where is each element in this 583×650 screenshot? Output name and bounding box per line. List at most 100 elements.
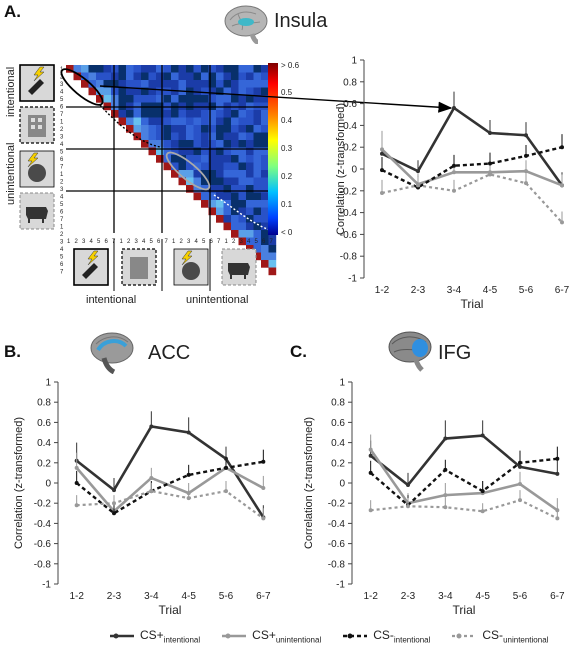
matrix-cell [253,140,262,148]
matrix-cell [186,132,194,141]
matrix-cell [178,125,187,133]
y-tick-label: 0 [339,479,345,490]
matrix-col-tick: 4 [90,239,94,245]
matrix-cell [253,237,262,246]
matrix-cell [216,162,224,171]
matrix-cell [216,95,224,103]
matrix-cell [171,170,179,178]
matrix-cell [253,230,262,238]
matrix-cell [246,200,254,208]
y-tick-label: -0.6 [328,539,346,550]
matrix-cell [231,215,239,223]
matrix-row-tick: 1 [60,225,64,231]
data-point [149,424,154,429]
panel-c-label: C. [290,342,307,361]
matrix-cell [208,72,217,81]
matrix-cell [223,147,232,156]
matrix-col-tick: 4 [142,239,146,245]
matrix-cell [171,72,179,81]
matrix-cell [246,207,254,216]
legend-main: CS+ [140,627,164,642]
matrix-cell [238,155,247,163]
x-tick-label: 3-4 [438,591,453,602]
matrix-cell [193,132,202,141]
matrix-row-tick: 5 [60,97,64,103]
matrix-cell [201,87,209,96]
matrix-cell [223,87,232,96]
matrix-cell [238,132,247,141]
data-point [452,188,456,193]
matrix-cell [96,95,104,103]
matrix-cell [201,147,209,156]
matrix-cell [231,192,239,201]
y-tick-label: 1 [45,378,51,389]
y-axis-label: Correlation (z-transformed) [13,417,25,549]
building-icon-bottom [121,248,157,286]
matrix-cell [238,185,247,193]
series-line [369,434,558,487]
matrix-cell [216,192,224,201]
data-point [555,471,560,476]
data-point [443,467,448,472]
matrix-cell [231,65,239,73]
matrix-cell [148,72,157,81]
data-point [452,105,456,110]
matrix-cell [126,72,134,81]
matrix-cell [246,125,254,133]
matrix-cell [223,132,232,141]
matrix-cell [66,65,74,73]
matrix-cell [208,192,217,201]
matrix-cell [223,222,232,231]
y-tick-label: -0.8 [328,559,346,570]
matrix-cell [118,87,127,96]
colorbar-tick: < 0 [281,228,293,237]
series-1 [380,130,564,188]
matrix-cell [148,95,157,103]
matrix-cell [201,125,209,133]
matrix-cell [193,177,202,186]
matrix-cell [88,80,97,88]
matrix-cell [111,80,119,88]
matrix-row-tick: 4 [60,247,64,253]
matrix-cell [103,95,112,103]
data-point [149,489,154,494]
matrix-cell [216,125,224,133]
matrix-col-tick: 5 [150,239,154,245]
matrix-cell [133,110,142,118]
matrix-cell [148,125,157,133]
colorbar-tick: 0.1 [281,200,293,209]
matrix-cell [238,170,247,178]
matrix-cell [141,132,149,141]
series-3 [74,480,266,521]
matrix-cell [208,155,217,163]
matrix-row-tick: 2 [60,127,64,133]
matrix-cell [118,80,127,88]
matrix-cell [186,95,194,103]
matrix-cell [141,87,149,96]
matrix-cell [246,140,254,148]
matrix-cell [201,140,209,148]
matrix-cell [216,207,224,216]
matrix-cell [246,162,254,171]
panel-a-label: A. [4,2,21,21]
matrix-cell [186,72,194,81]
matrix-cell [208,80,217,88]
matrix-cell [216,132,224,141]
matrix-cell [88,72,97,81]
matrix-cell [201,110,209,118]
chart-panel-c: 1 0.8 0.6 0.4 0.2 0 -0.2 -0.4 -0.6 -0.8 -1 1-2 2-3 3-… [303,378,565,617]
matrix-cell [103,80,112,88]
matrix-cell [208,147,217,156]
matrix-cell [208,65,217,73]
matrix-cell [268,260,277,268]
matrix-cell [246,230,254,238]
matrix-cell [261,252,269,261]
matrix-cell [238,110,247,118]
matrix-cell [261,185,269,193]
matrix-cell [246,222,254,231]
y-tick-label: -0.4 [340,208,358,219]
matrix-cell [261,125,269,133]
matrix-cell [261,260,269,268]
matrix-cell [126,110,134,118]
matrix-row-tick: 3 [60,187,64,193]
